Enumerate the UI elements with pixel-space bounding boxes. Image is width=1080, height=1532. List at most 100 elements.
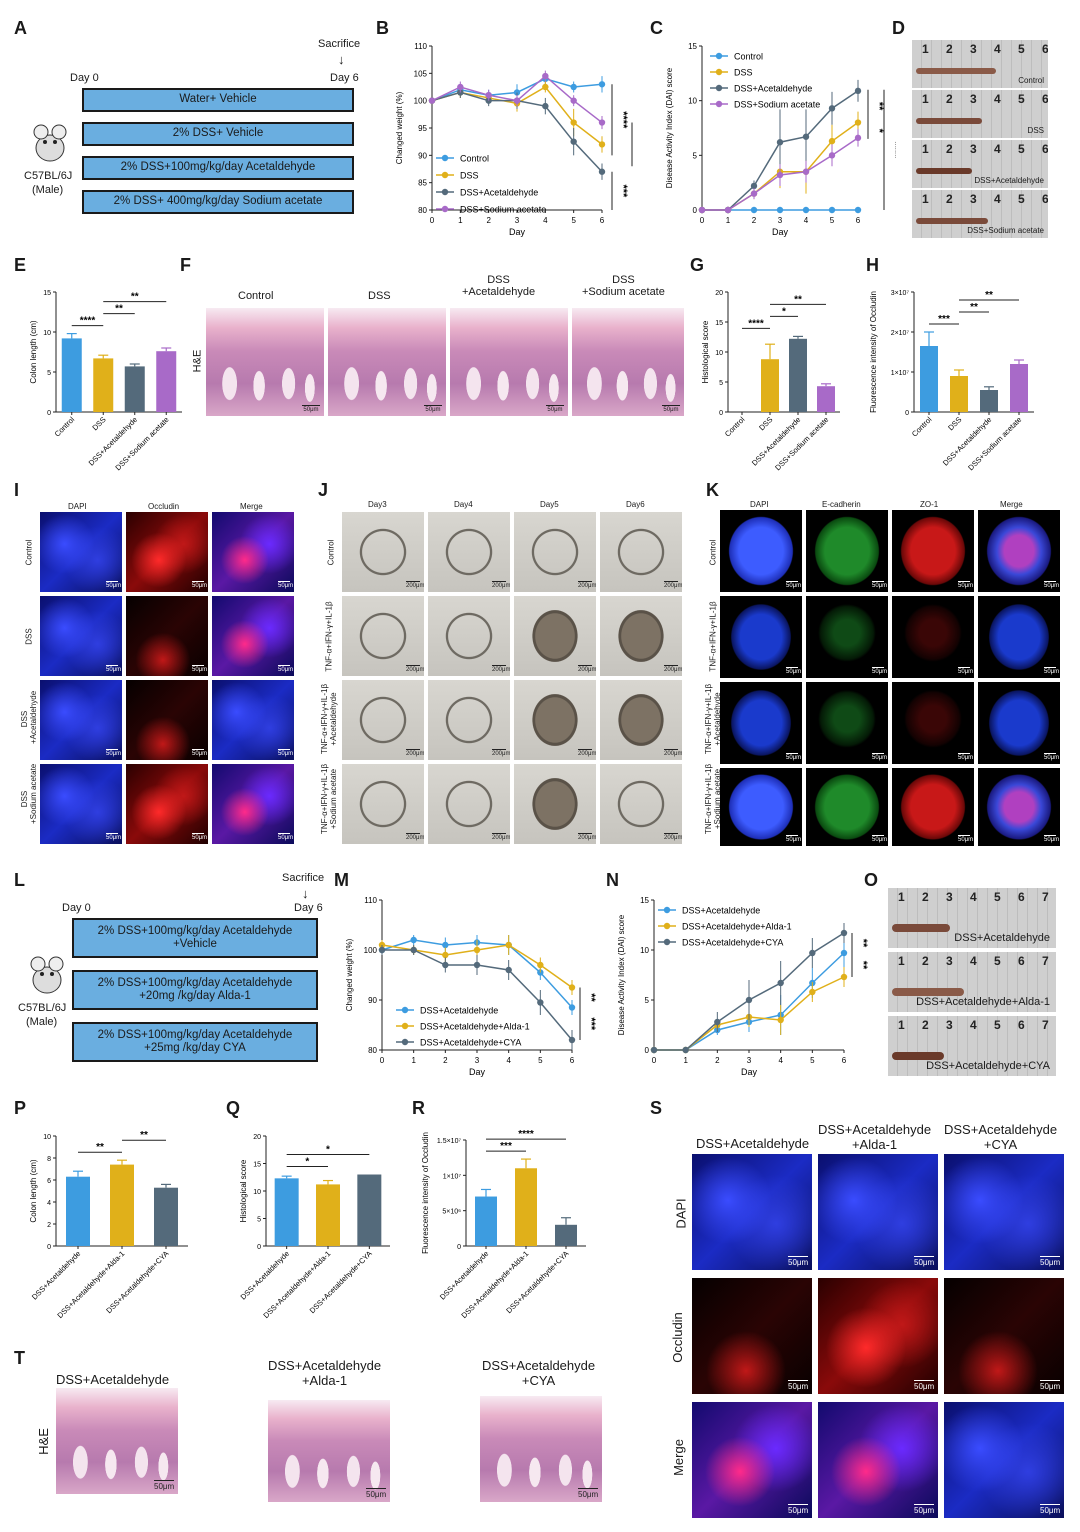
organoid-image: 200μm	[600, 764, 682, 844]
bar	[357, 1174, 382, 1246]
ruler-numbers: 1 2 3 4 5 6 7 8 9 10 1	[898, 890, 1056, 904]
panel-letter-t: T	[14, 1348, 25, 1368]
group-bar-4: 2% DSS+ 400mg/kg/day Sodium acetate	[82, 190, 354, 214]
y-axis-label: Changed weight (%)	[395, 91, 404, 164]
organoid-image: 200μm	[514, 596, 596, 676]
y-tick-label: 0	[257, 1244, 261, 1251]
data-point	[745, 996, 753, 1004]
scale-bar: 50μm	[958, 755, 974, 761]
data-point	[442, 951, 449, 959]
if-image: 50μm	[212, 764, 294, 844]
he-image: 50μm	[268, 1400, 390, 1502]
data-point	[854, 134, 862, 142]
organoid-grid-j: 200μm 200μm 200μm 200μm 200μm 200μm 200μ…	[342, 512, 682, 844]
x-tick-label: DSS	[757, 415, 774, 432]
x-tick-label: 3	[778, 216, 783, 225]
bar	[66, 1176, 90, 1246]
organoid-image: 200μm	[342, 680, 424, 760]
he-image: 50μm	[56, 1388, 178, 1494]
if-image: 50μm	[126, 764, 208, 844]
scale-bar: 200μm	[664, 583, 682, 589]
x-tick-label: 1	[683, 1056, 688, 1065]
panel-letter-a: A	[14, 18, 27, 38]
bar	[555, 1224, 577, 1246]
legend-marker	[715, 52, 723, 60]
y-tick-label: 0	[645, 1046, 650, 1055]
data-point	[854, 87, 862, 95]
x-tick-label: 6	[570, 1056, 575, 1065]
significance-stars: ***	[617, 184, 629, 198]
panel-letter-b: B	[376, 18, 389, 38]
y-axis-label: Fluorescence intensity of Occludin	[870, 291, 878, 413]
scale-bar: 200μm	[578, 667, 596, 673]
organoid-if-image: 50μm	[978, 596, 1060, 678]
scale-bar: 50μm	[786, 837, 802, 843]
y-tick-label: 100	[414, 97, 428, 106]
y-tick-label: 5	[47, 370, 51, 377]
j-row-label: TNF-α+IFN-γ+IL-1β	[324, 601, 334, 672]
scale-bar: 50μm	[786, 583, 802, 589]
data-point	[828, 152, 836, 159]
i-col-label: DAPI	[68, 502, 87, 511]
f-col-label: DSS +Sodium acetate	[582, 274, 665, 298]
sacrifice-arrow-icon: ↓	[302, 886, 309, 901]
legend-label: DSS+Acetaldehyde	[460, 188, 538, 198]
ruler-numbers: 1 2 3 4 5 6 7 8 9 10 1	[898, 954, 1056, 968]
y-axis-label: Histological score	[701, 320, 710, 383]
legend-label: Control	[460, 154, 489, 164]
data-point	[410, 936, 417, 944]
significance-stars: *	[326, 1145, 330, 1156]
significance-stars: ****	[80, 316, 96, 327]
bar	[156, 351, 177, 412]
organoid-image: 200μm	[514, 764, 596, 844]
s-row-label: DAPI	[673, 1198, 689, 1229]
colon-label: DSS+Acetaldehyde	[954, 932, 1050, 944]
y-tick-label: 95	[418, 124, 427, 133]
mouse-sex: (Male)	[32, 184, 64, 196]
mouse-strain: C57BL/6J	[18, 1002, 67, 1014]
y-tick-label: 20	[715, 290, 723, 297]
if-image: 50μm	[126, 680, 208, 760]
chart-b-weight: 80 85 90 95 100 105 110 0 1 2 3 4 5 6 Day Changed weigh…	[395, 42, 642, 237]
significance-stars: ****	[748, 318, 764, 329]
chart-r-occludin: 0 5×10⁶ 1×10⁷ 1.5×10⁷ Fluorescence intensity…	[421, 1129, 586, 1320]
i-row-label: Control	[24, 539, 34, 566]
data-point	[485, 92, 492, 99]
x-tick-label: DSS+Acetaldehyde	[750, 415, 803, 468]
panel-letter-o: O	[864, 870, 879, 890]
colon-label: DSS+Sodium acetate	[967, 226, 1044, 235]
colon-label: DSS+Acetaldehyde	[974, 176, 1044, 185]
y-tick-label: 6	[47, 1178, 51, 1185]
x-tick-label: DSS+Acetaldehyde+Alda-1	[459, 1249, 530, 1320]
panel-letter-k: K	[706, 480, 719, 500]
scale-bar: 50μm	[192, 835, 208, 841]
data-point	[598, 141, 606, 148]
i-row-label: DSS +Acetaldehyde	[20, 690, 38, 744]
t-col-label: DSS+Acetaldehyde	[56, 1372, 170, 1387]
organoid-image: 200μm	[428, 512, 510, 592]
x-tick-label: 4	[506, 1056, 511, 1065]
if-image: 50μm	[40, 512, 122, 592]
y-tick-label: 85	[418, 179, 427, 188]
data-point	[714, 1018, 721, 1026]
scale-bar: 50μm	[872, 755, 888, 761]
he-side-label: H&E	[191, 349, 204, 373]
y-tick-label: 5	[719, 380, 723, 387]
s-row-label: Merge	[670, 1439, 686, 1476]
y-tick-label: 0	[47, 410, 51, 417]
organoid-if-image: 50μm	[720, 768, 802, 846]
x-tick-label: 0	[380, 1056, 385, 1065]
sacrifice-label: Sacrifice	[282, 872, 325, 884]
scale-bar: 200μm	[406, 835, 424, 841]
he-side-label: H&E	[35, 1428, 51, 1455]
scale-bar: 200μm	[492, 835, 510, 841]
colon-strip: 1 2 3 4 5 6 7 8 9 10 1 DSS+Acetaldehyde	[912, 140, 1048, 188]
panel-letter-s: S	[650, 1098, 663, 1118]
organoid-if-image: 50μm	[720, 510, 802, 592]
organoid-image: 200μm	[600, 680, 682, 760]
y-tick-label: 1×10⁷	[443, 1173, 462, 1180]
panel-letter-e: E	[14, 255, 27, 275]
data-point	[854, 206, 862, 214]
y-tick-label: 105	[414, 69, 428, 78]
scale-bar: 50μm	[914, 1382, 935, 1391]
